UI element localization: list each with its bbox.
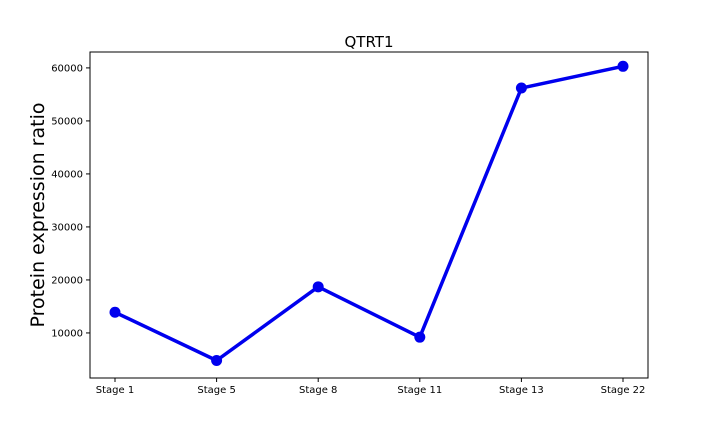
data-point (617, 60, 629, 72)
series-group (109, 60, 629, 367)
data-point (211, 355, 223, 367)
y-tick-label: 50000 (51, 116, 83, 127)
y-axis-label: Protein expression ratio (27, 103, 49, 328)
x-tick-label: Stage 5 (197, 385, 235, 396)
y-tick-label: 60000 (51, 63, 83, 74)
plot-area (89, 51, 649, 379)
x-tick-label: Stage 1 (96, 385, 134, 396)
series-line (113, 64, 625, 363)
x-tick-label: Stage 13 (499, 385, 544, 396)
y-tick-label: 40000 (51, 169, 83, 180)
data-point (312, 281, 324, 293)
y-axis: 10000 20000 30000 40000 50000 60000 (51, 63, 90, 339)
y-tick-label: 30000 (51, 222, 83, 233)
x-axis: Stage 1 Stage 5 Stage 8 Stage 11 Stage 13 Sta… (96, 378, 646, 396)
chart-title: QTRT1 (344, 33, 393, 51)
data-point (109, 306, 121, 318)
data-point (515, 82, 527, 94)
x-tick-label: Stage 22 (601, 385, 646, 396)
x-tick-label: Stage 11 (397, 385, 442, 396)
y-tick-label: 20000 (51, 275, 83, 286)
y-tick-label: 10000 (51, 328, 83, 339)
data-point (414, 331, 426, 343)
x-tick-label: Stage 8 (299, 385, 337, 396)
